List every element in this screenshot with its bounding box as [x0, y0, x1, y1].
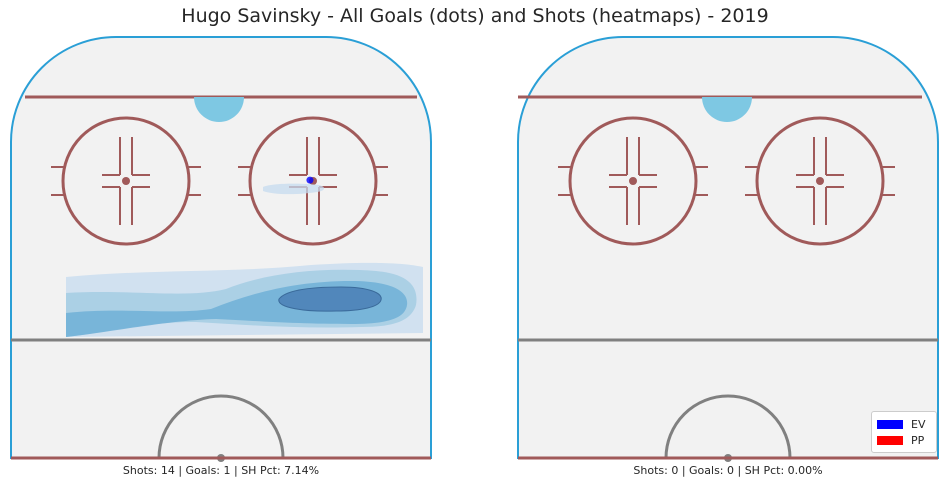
faceoff-circle-right: [745, 116, 895, 246]
rink-surface: [10, 36, 432, 459]
legend-item-ev: EV: [877, 417, 925, 431]
legend-swatch-pp: [877, 435, 903, 445]
goal-crease: [194, 97, 244, 122]
center-circle: [664, 394, 792, 459]
faceoff-ring: [61, 116, 191, 246]
faceoff-circle-right: [238, 116, 388, 246]
stats-right: Shots: 0 | Goals: 0 | SH Pct: 0.00%: [633, 464, 823, 477]
faceoff-ring: [568, 116, 698, 246]
faceoff-circle-left: [558, 116, 708, 246]
goal-dots: [306, 176, 314, 184]
shot-heatmap: [66, 183, 423, 337]
faceoff-ring: [755, 116, 885, 246]
heat-contour-goal: [263, 183, 325, 195]
legend-label-ev: EV: [911, 417, 926, 431]
stats-left: Shots: 14 | Goals: 1 | SH Pct: 7.14%: [122, 464, 320, 477]
legend-label-pp: PP: [911, 433, 925, 447]
goal-crease: [702, 97, 752, 122]
heat-contour-4: [278, 286, 382, 312]
rink-left: [10, 36, 432, 462]
legend: EV PP: [871, 411, 937, 453]
faceoff-circle-left: [51, 116, 201, 246]
faceoff-dot: [816, 177, 824, 185]
rink-surface: [517, 36, 939, 459]
legend-swatch-ev: [877, 419, 903, 429]
goal-dot: [306, 176, 314, 184]
legend-item-pp: PP: [877, 433, 924, 447]
rink-right: [517, 36, 939, 462]
faceoff-dot: [122, 177, 130, 185]
faceoff-dot: [629, 177, 637, 185]
faceoff-ring: [248, 116, 378, 246]
center-circle: [157, 394, 285, 459]
chart-title: Hugo Savinsky - All Goals (dots) and Sho…: [181, 5, 769, 27]
